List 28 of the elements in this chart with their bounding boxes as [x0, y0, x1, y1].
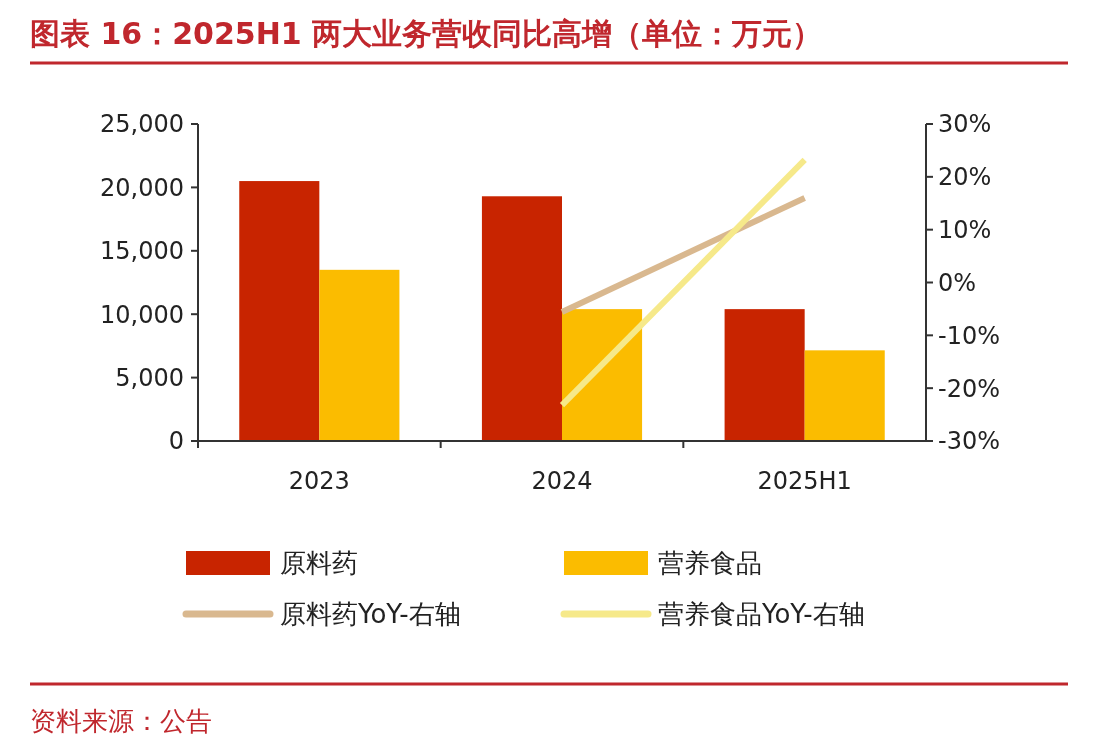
y-tick-label: 10,000 [100, 300, 184, 329]
chart-title: 图表 16：2025H1 两大业务营收同比高增（单位：万元） [30, 16, 823, 51]
y2-tick-label: 0% [938, 268, 977, 297]
x-tick-label: 2023 [288, 467, 350, 495]
text: 资料来源：公告 [30, 706, 212, 736]
legend-label: 营养食品YoY-右轴 [658, 599, 865, 630]
legend-label: 原料药 [280, 548, 358, 579]
y2-tick-label: -10% [938, 321, 1001, 350]
bar [319, 269, 400, 441]
x-tick-label: 2025H1 [757, 467, 852, 495]
bar [239, 181, 320, 441]
y-tick-label: 5,000 [115, 364, 184, 392]
legend-label: 营养食品 [658, 548, 762, 579]
y-tick-label: 15,000 [100, 237, 184, 266]
y2-tick-label: 10% [938, 216, 992, 245]
y-tick-label: 0 [168, 427, 184, 456]
y2-tick-label: -30% [938, 427, 1001, 456]
y2-tick-label: 30% [938, 110, 992, 139]
y2-tick-label: 20% [938, 163, 992, 192]
legend-label: 原料药YoY-右轴 [280, 599, 461, 630]
y2-tick-label: -20% [938, 374, 1001, 403]
bar [724, 309, 805, 441]
bar [481, 196, 562, 441]
bar [562, 309, 643, 441]
y-tick-label: 25,000 [100, 110, 184, 139]
y-tick-label: 20,000 [100, 173, 184, 202]
bar [804, 350, 885, 441]
x-tick-label: 2024 [531, 467, 593, 495]
